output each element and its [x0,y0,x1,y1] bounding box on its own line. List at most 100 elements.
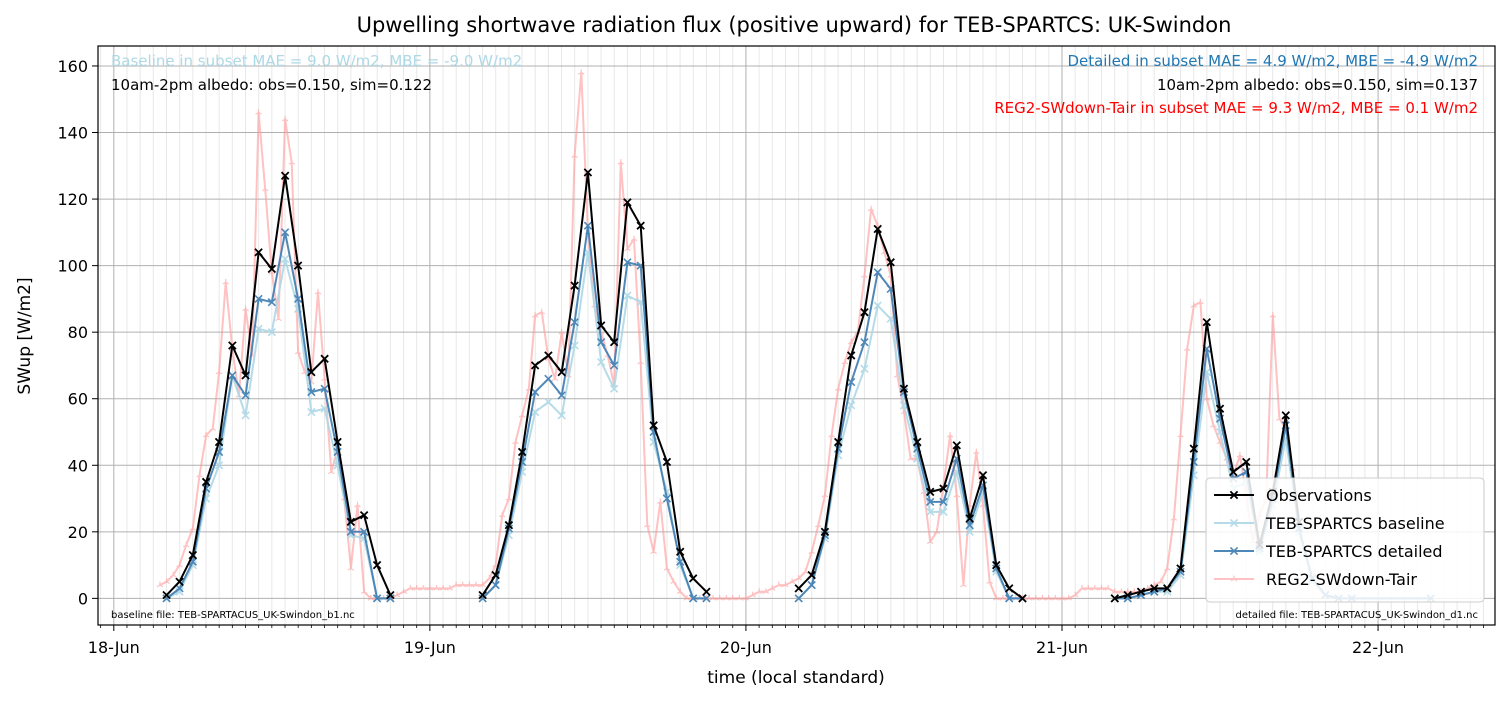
legend-label-observations: Observations [1266,486,1372,505]
data-point-reg2-swdown-tair [795,575,802,581]
series-line-teb-spartcs-detailed [165,224,1431,600]
data-point-teb-spartcs-detailed [254,294,263,304]
data-point-observations [807,570,816,580]
data-point-observations [1123,590,1132,600]
data-point-reg2-swdown-tair [1190,302,1198,308]
data-point-reg2-swdown-tair [960,581,967,588]
data-point-observations [1189,444,1199,453]
data-point-reg2-swdown-tair [907,455,914,461]
y-tick-label: 60 [68,390,88,409]
data-point-reg2-swdown-tair [202,431,210,438]
data-point-teb-spartcs-baseline [886,314,895,324]
data-point-reg2-swdown-tair [755,588,763,594]
data-point-reg2-swdown-tair [999,594,1007,601]
data-point-teb-spartcs-detailed [491,580,500,590]
data-point-teb-spartcs-baseline [241,411,250,420]
data-point-reg2-swdown-tair [400,588,407,594]
data-point-reg2-swdown-tair [1183,345,1191,352]
data-point-observations [846,351,856,360]
data-point-teb-spartcs-detailed [873,268,882,277]
data-point-teb-spartcs-baseline [965,527,974,536]
data-point-observations [1136,587,1146,596]
data-point-observations [346,517,356,527]
data-point-teb-spartcs-detailed [307,387,316,397]
data-point-observations [333,437,342,447]
data-point-observations [702,587,711,596]
data-point-teb-spartcs-baseline [926,507,935,517]
data-point-teb-spartcs-detailed [623,258,632,267]
data-point-reg2-swdown-tair [242,305,249,312]
reg2-stats: REG2-SWdown-Tair in subset MAE = 9.3 W/m… [994,99,1478,117]
data-point-observations [1004,584,1014,593]
data-point-reg2-swdown-tair [1210,421,1217,428]
data-point-teb-spartcs-baseline [570,341,579,350]
data-point-reg2-swdown-tair [426,584,434,591]
data-point-reg2-swdown-tair [729,594,736,601]
legend-marker-reg2-swdown-tair [1230,575,1238,582]
x-tick-label: 18-Jun [88,638,140,657]
data-point-reg2-swdown-tair [1203,395,1211,401]
legend-label-teb-spartcs-detailed: TEB-SPARTCS detailed [1265,542,1443,561]
detailed-albedo: 10am-2pm albedo: obs=0.150, sim=0.137 [1157,76,1478,94]
data-point-reg2-swdown-tair [657,498,664,505]
data-point-observations [280,171,290,181]
data-point-reg2-swdown-tair [505,495,513,501]
data-point-observations [175,577,184,586]
data-point-observations [228,341,237,350]
data-point-reg2-swdown-tair [222,278,229,285]
data-point-teb-spartcs-detailed [346,527,356,536]
data-point-reg2-swdown-tair [624,245,631,252]
data-point-reg2-swdown-tair [821,491,829,498]
data-point-teb-spartcs-baseline [873,301,882,310]
data-point-reg2-swdown-tair [433,584,440,591]
data-point-reg2-swdown-tair [847,338,855,345]
data-point-teb-spartcs-baseline [214,461,224,470]
data-point-teb-spartcs-detailed [794,594,803,603]
data-point-reg2-swdown-tair [630,235,638,242]
data-point-reg2-swdown-tair [1118,588,1125,594]
data-point-teb-spartcs-detailed [662,494,672,503]
data-point-reg2-swdown-tair [360,588,368,594]
data-point-reg2-swdown-tair [683,594,691,601]
data-point-reg2-swdown-tair [716,594,723,601]
data-point-reg2-swdown-tair [294,348,302,355]
data-point-observations [978,471,988,480]
data-point-reg2-swdown-tair [452,581,460,588]
data-point-teb-spartcs-baseline [307,407,316,417]
data-point-teb-spartcs-detailed [609,361,619,370]
data-point-reg2-swdown-tair [419,584,427,591]
data-point-reg2-swdown-tair [768,584,776,591]
data-point-reg2-swdown-tair [973,448,980,455]
data-point-reg2-swdown-tair [176,561,183,568]
data-point-reg2-swdown-tair [723,594,730,601]
data-point-observations [636,221,645,230]
y-tick-label: 120 [57,190,88,209]
legend-box [1205,477,1485,603]
data-point-reg2-swdown-tair [459,581,466,588]
y-tick-label: 20 [68,523,88,542]
data-point-observations [623,198,632,207]
data-point-reg2-swdown-tair [1111,588,1119,594]
data-point-observations [1110,594,1120,603]
data-point-observations [188,550,198,560]
data-point-reg2-swdown-tair [1163,565,1171,571]
data-point-reg2-swdown-tair [637,358,644,365]
data-point-observations [1150,584,1159,593]
y-tick-label: 40 [68,456,88,475]
data-point-reg2-swdown-tair [736,594,743,601]
data-point-observations [1163,584,1172,593]
data-point-teb-spartcs-detailed [926,497,935,507]
data-point-observations [320,354,329,364]
data-point-teb-spartcs-baseline [254,324,263,334]
data-point-teb-spartcs-baseline [847,401,856,410]
legend-swatch-observations [1214,490,1254,500]
data-point-teb-spartcs-detailed [860,337,869,347]
data-point-observations [688,574,698,583]
data-point-observations [1176,564,1185,573]
data-point-observations [609,337,619,347]
data-point-reg2-swdown-tair [749,591,756,598]
data-point-reg2-swdown-tair [1052,594,1059,601]
data-point-teb-spartcs-detailed [939,497,948,507]
data-point-reg2-swdown-tair [670,578,677,584]
